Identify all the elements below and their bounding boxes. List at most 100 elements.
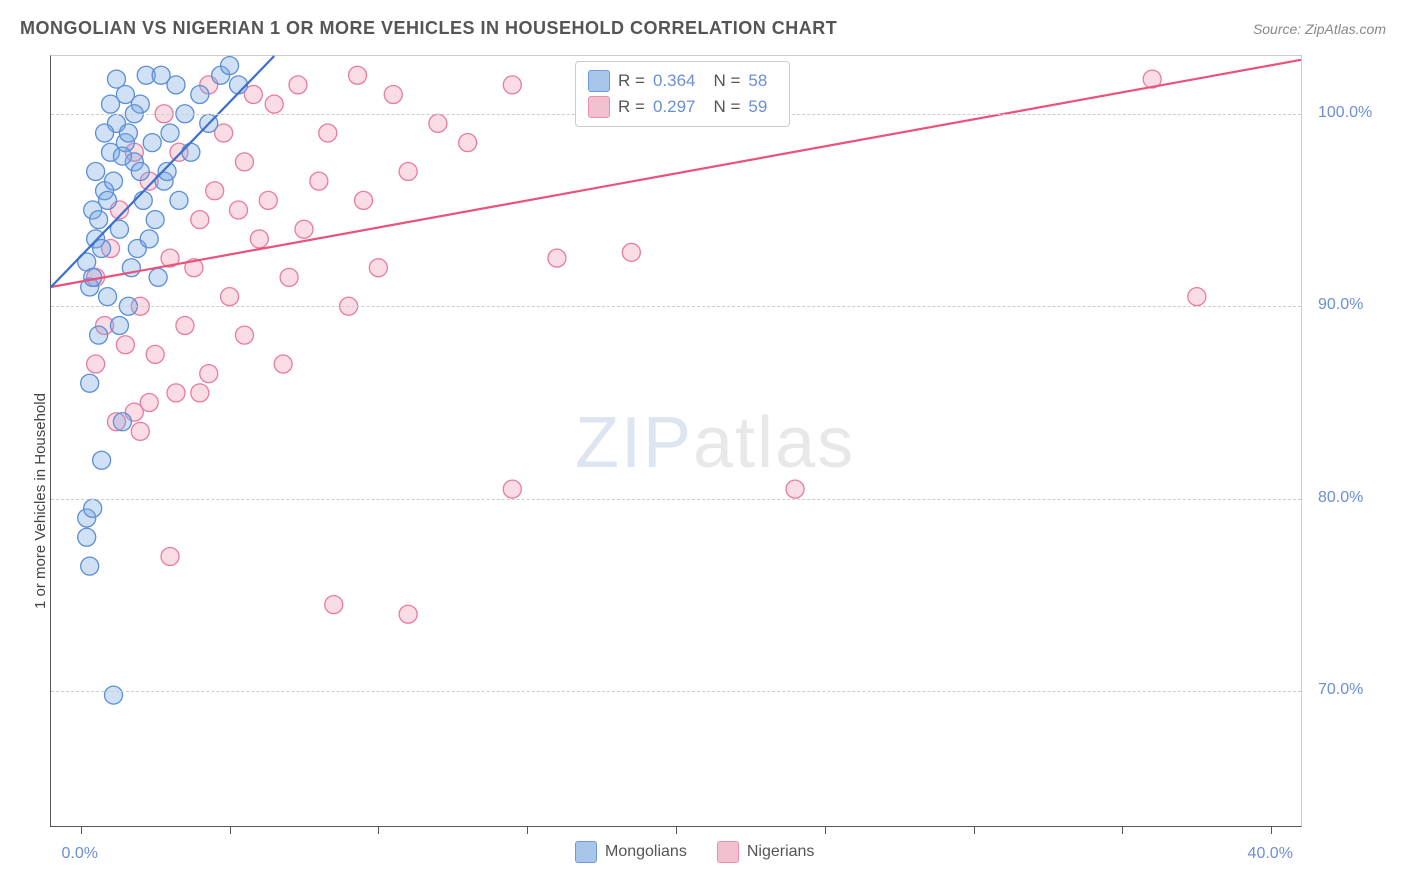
data-point	[102, 95, 120, 113]
data-point	[265, 95, 283, 113]
data-point	[319, 124, 337, 142]
y-tick-label: 100.0%	[1318, 104, 1372, 122]
x-tick	[676, 826, 677, 834]
data-point	[235, 326, 253, 344]
n-label: N =	[713, 71, 740, 91]
data-point	[146, 211, 164, 229]
data-point	[167, 384, 185, 402]
data-point	[280, 268, 298, 286]
legend-label-nigerians: Nigerians	[747, 843, 815, 861]
data-point	[355, 191, 373, 209]
data-point	[96, 124, 114, 142]
data-point	[310, 172, 328, 190]
data-point	[105, 172, 123, 190]
data-point	[429, 114, 447, 132]
data-point	[182, 143, 200, 161]
data-point	[105, 686, 123, 704]
scatter-svg	[51, 56, 1301, 826]
legend-item-nigerians: Nigerians	[717, 841, 815, 863]
x-tick	[527, 826, 528, 834]
gridline-h	[51, 499, 1301, 500]
data-point	[235, 153, 253, 171]
r-label: R =	[618, 71, 645, 91]
y-tick-label: 90.0%	[1318, 296, 1363, 314]
n-value: 59	[748, 97, 767, 117]
swatch-mongolians	[575, 841, 597, 863]
data-point	[503, 480, 521, 498]
data-point	[191, 211, 209, 229]
data-point	[110, 317, 128, 335]
data-point	[143, 134, 161, 152]
data-point	[399, 605, 417, 623]
n-label: N =	[713, 97, 740, 117]
legend-label-mongolians: Mongolians	[605, 843, 687, 861]
data-point	[349, 66, 367, 84]
swatch-nigerians	[717, 841, 739, 863]
x-tick	[230, 826, 231, 834]
data-point	[295, 220, 313, 238]
x-tick-label: 40.0%	[1248, 845, 1293, 863]
header-row: MONGOLIAN VS NIGERIAN 1 OR MORE VEHICLES…	[20, 18, 1386, 39]
data-point	[1188, 288, 1206, 306]
data-point	[113, 413, 131, 431]
data-point	[622, 243, 640, 261]
data-point	[146, 345, 164, 363]
x-tick	[378, 826, 379, 834]
data-point	[119, 124, 137, 142]
data-point	[152, 66, 170, 84]
data-point	[191, 86, 209, 104]
data-point	[116, 336, 134, 354]
series-legend: Mongolians Nigerians	[575, 841, 814, 863]
data-point	[134, 191, 152, 209]
legend-correlation-row: R =0.364N =58	[588, 68, 777, 94]
data-point	[369, 259, 387, 277]
x-tick-label: 0.0%	[62, 845, 98, 863]
data-point	[221, 57, 239, 75]
data-point	[289, 76, 307, 94]
x-tick	[81, 826, 82, 834]
gridline-h	[51, 306, 1301, 307]
legend-swatch	[588, 96, 610, 118]
y-tick-label: 70.0%	[1318, 681, 1363, 699]
y-axis-label: 1 or more Vehicles in Household	[32, 393, 49, 609]
plot-area	[50, 55, 1302, 827]
data-point	[158, 163, 176, 181]
r-value: 0.297	[653, 97, 696, 117]
x-tick	[1122, 826, 1123, 834]
data-point	[149, 268, 167, 286]
gridline-h	[51, 691, 1301, 692]
data-point	[87, 163, 105, 181]
data-point	[131, 422, 149, 440]
data-point	[87, 355, 105, 373]
data-point	[93, 451, 111, 469]
data-point	[90, 326, 108, 344]
data-point	[230, 201, 248, 219]
data-point	[325, 596, 343, 614]
data-point	[161, 124, 179, 142]
data-point	[200, 365, 218, 383]
correlation-legend: R =0.364N =58R =0.297N =59	[575, 61, 790, 127]
data-point	[259, 191, 277, 209]
data-point	[140, 394, 158, 412]
data-point	[191, 384, 209, 402]
r-label: R =	[618, 97, 645, 117]
data-point	[384, 86, 402, 104]
r-value: 0.364	[653, 71, 696, 91]
data-point	[170, 191, 188, 209]
x-tick	[974, 826, 975, 834]
data-point	[161, 548, 179, 566]
x-tick	[1271, 826, 1272, 834]
data-point	[140, 230, 158, 248]
y-tick-label: 80.0%	[1318, 489, 1363, 507]
data-point	[250, 230, 268, 248]
data-point	[113, 147, 131, 165]
chart-title: MONGOLIAN VS NIGERIAN 1 OR MORE VEHICLES…	[20, 18, 837, 39]
data-point	[84, 499, 102, 517]
x-tick	[825, 826, 826, 834]
data-point	[99, 191, 117, 209]
data-point	[131, 163, 149, 181]
legend-correlation-row: R = 0.297 N = 59	[588, 94, 777, 120]
data-point	[786, 480, 804, 498]
data-point	[176, 317, 194, 335]
data-point	[107, 70, 125, 88]
